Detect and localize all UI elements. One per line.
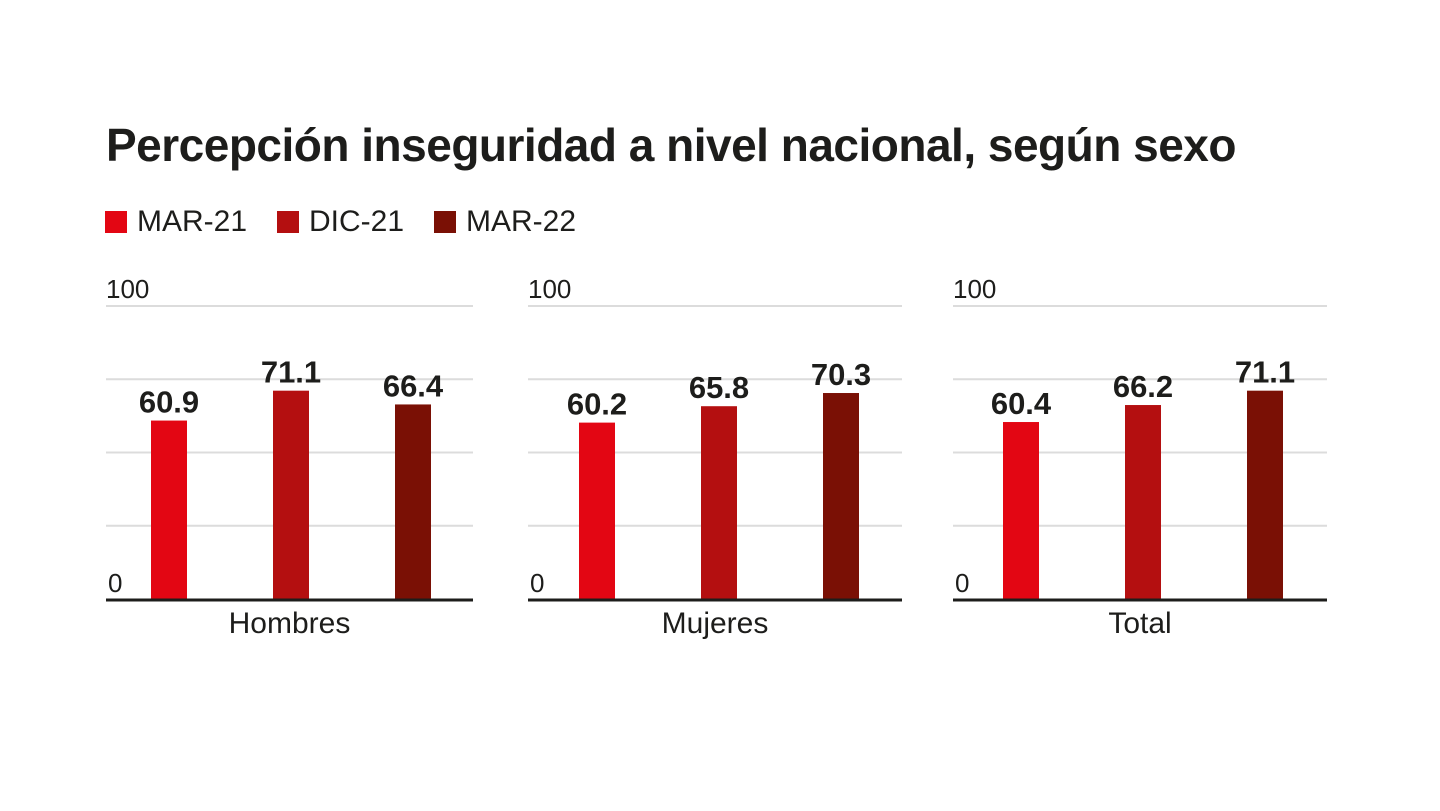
bar-hombres-mar-22 bbox=[395, 404, 431, 599]
y-tick-label-min-hombres: 0 bbox=[108, 568, 122, 598]
bar-mujeres-mar-21 bbox=[579, 422, 615, 599]
value-label-mujeres-mar-22: 70.3 bbox=[811, 357, 871, 392]
bar-total-mar-21 bbox=[1003, 422, 1039, 599]
y-tick-label-min-total: 0 bbox=[955, 568, 969, 598]
value-label-hombres-dic-21: 71.1 bbox=[261, 355, 321, 390]
bar-mujeres-mar-22 bbox=[823, 393, 859, 599]
category-label-total: Total bbox=[1108, 607, 1171, 640]
value-label-mujeres-dic-21: 65.8 bbox=[689, 370, 749, 405]
legend-swatch-dic-21 bbox=[277, 211, 299, 233]
legend-label-dic-21: DIC-21 bbox=[309, 205, 405, 238]
bar-total-dic-21 bbox=[1125, 405, 1161, 599]
legend-item-dic-21: DIC-21 bbox=[277, 204, 404, 240]
value-label-total-dic-21: 66.2 bbox=[1113, 369, 1173, 404]
chart-title: Percepción inseguridad a nivel nacional,… bbox=[106, 119, 1236, 171]
bar-total-mar-22 bbox=[1247, 390, 1283, 599]
value-label-total-mar-22: 71.1 bbox=[1235, 355, 1295, 390]
value-label-mujeres-mar-21: 60.2 bbox=[567, 387, 627, 422]
value-label-hombres-mar-22: 66.4 bbox=[383, 368, 444, 403]
bar-hombres-dic-21 bbox=[273, 390, 309, 599]
bar-hombres-mar-21 bbox=[151, 420, 187, 599]
legend-item-mar-21: MAR-21 bbox=[105, 204, 247, 240]
legend-label-mar-21: MAR-21 bbox=[137, 205, 248, 238]
y-tick-label-max-total: 100 bbox=[953, 274, 996, 304]
y-tick-label-max-mujeres: 100 bbox=[528, 274, 571, 304]
legend-swatch-mar-21 bbox=[105, 211, 127, 233]
value-label-total-mar-21: 60.4 bbox=[991, 386, 1052, 421]
y-tick-label-max-hombres: 100 bbox=[106, 274, 149, 304]
category-label-hombres: Hombres bbox=[229, 607, 351, 640]
value-label-hombres-mar-21: 60.9 bbox=[139, 385, 199, 420]
legend-swatch-mar-22 bbox=[434, 211, 456, 233]
category-label-mujeres: Mujeres bbox=[662, 607, 769, 640]
y-tick-label-min-mujeres: 0 bbox=[530, 568, 544, 598]
legend-item-mar-22: MAR-22 bbox=[434, 204, 576, 240]
legend-label-mar-22: MAR-22 bbox=[466, 205, 577, 238]
bar-mujeres-dic-21 bbox=[701, 406, 737, 599]
